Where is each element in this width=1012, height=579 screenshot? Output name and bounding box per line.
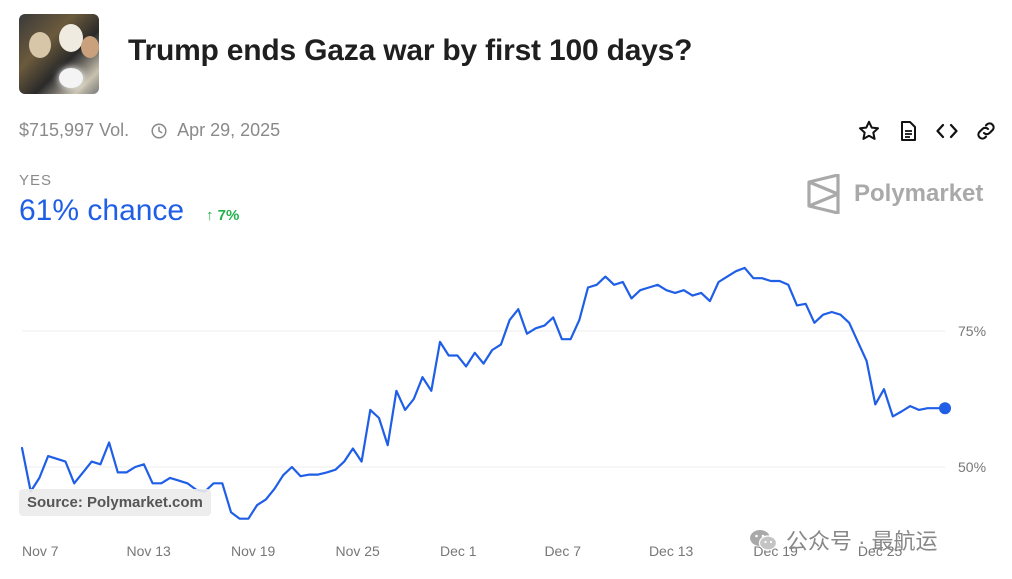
chance-delta: ↑ 7% xyxy=(206,207,240,224)
y-tick-label: 50% xyxy=(958,459,986,475)
x-tick-label: Dec 13 xyxy=(649,543,694,559)
thumbnail-figure xyxy=(59,24,83,52)
outcome-label: YES xyxy=(19,172,53,189)
thumbnail-figure xyxy=(29,32,51,58)
wechat-icon xyxy=(750,530,778,551)
brand-name: Polymarket xyxy=(854,180,984,207)
current-value-point xyxy=(939,402,951,415)
x-tick-label: Nov 19 xyxy=(231,543,276,559)
x-tick-label: Nov 13 xyxy=(126,543,171,559)
link-icon[interactable] xyxy=(973,118,998,143)
x-tick-label: Nov 25 xyxy=(335,543,380,559)
document-icon[interactable] xyxy=(895,118,920,143)
x-tick-label: Nov 7 xyxy=(22,543,59,559)
watermark: 公众号 · 最航运 xyxy=(748,524,938,556)
star-icon[interactable] xyxy=(856,118,881,143)
clock-icon xyxy=(151,122,167,139)
polymarket-logo-icon xyxy=(807,174,840,214)
market-thumbnail xyxy=(19,14,99,94)
series-line xyxy=(20,266,947,520)
thumbnail-orb xyxy=(59,68,83,88)
x-tick-label: Dec 25 xyxy=(858,543,903,559)
thumbnail-figure xyxy=(81,36,99,58)
end-date-text: Apr 29, 2025 xyxy=(177,120,281,140)
source-label: Source: Polymarket.com xyxy=(19,489,211,516)
action-bar xyxy=(856,118,998,143)
watermark-text: 公众号 · 最航运 xyxy=(786,529,938,554)
chance-value: 61% chance xyxy=(19,194,185,227)
chance-delta-value: 7% xyxy=(217,207,240,224)
x-tick-label: Dec 7 xyxy=(544,543,581,559)
x-tick-label: Dec 1 xyxy=(440,543,477,559)
polymarket-brand: Polymarket xyxy=(806,174,983,214)
volume-text: $715,997 Vol. xyxy=(19,120,130,140)
embed-code-icon[interactable] xyxy=(934,118,959,143)
market-meta: $715,997 Vol. Apr 29, 2025 xyxy=(19,120,280,141)
market-title: Trump ends Gaza war by first 100 days? xyxy=(128,34,693,67)
y-tick-label: 75% xyxy=(958,323,986,339)
